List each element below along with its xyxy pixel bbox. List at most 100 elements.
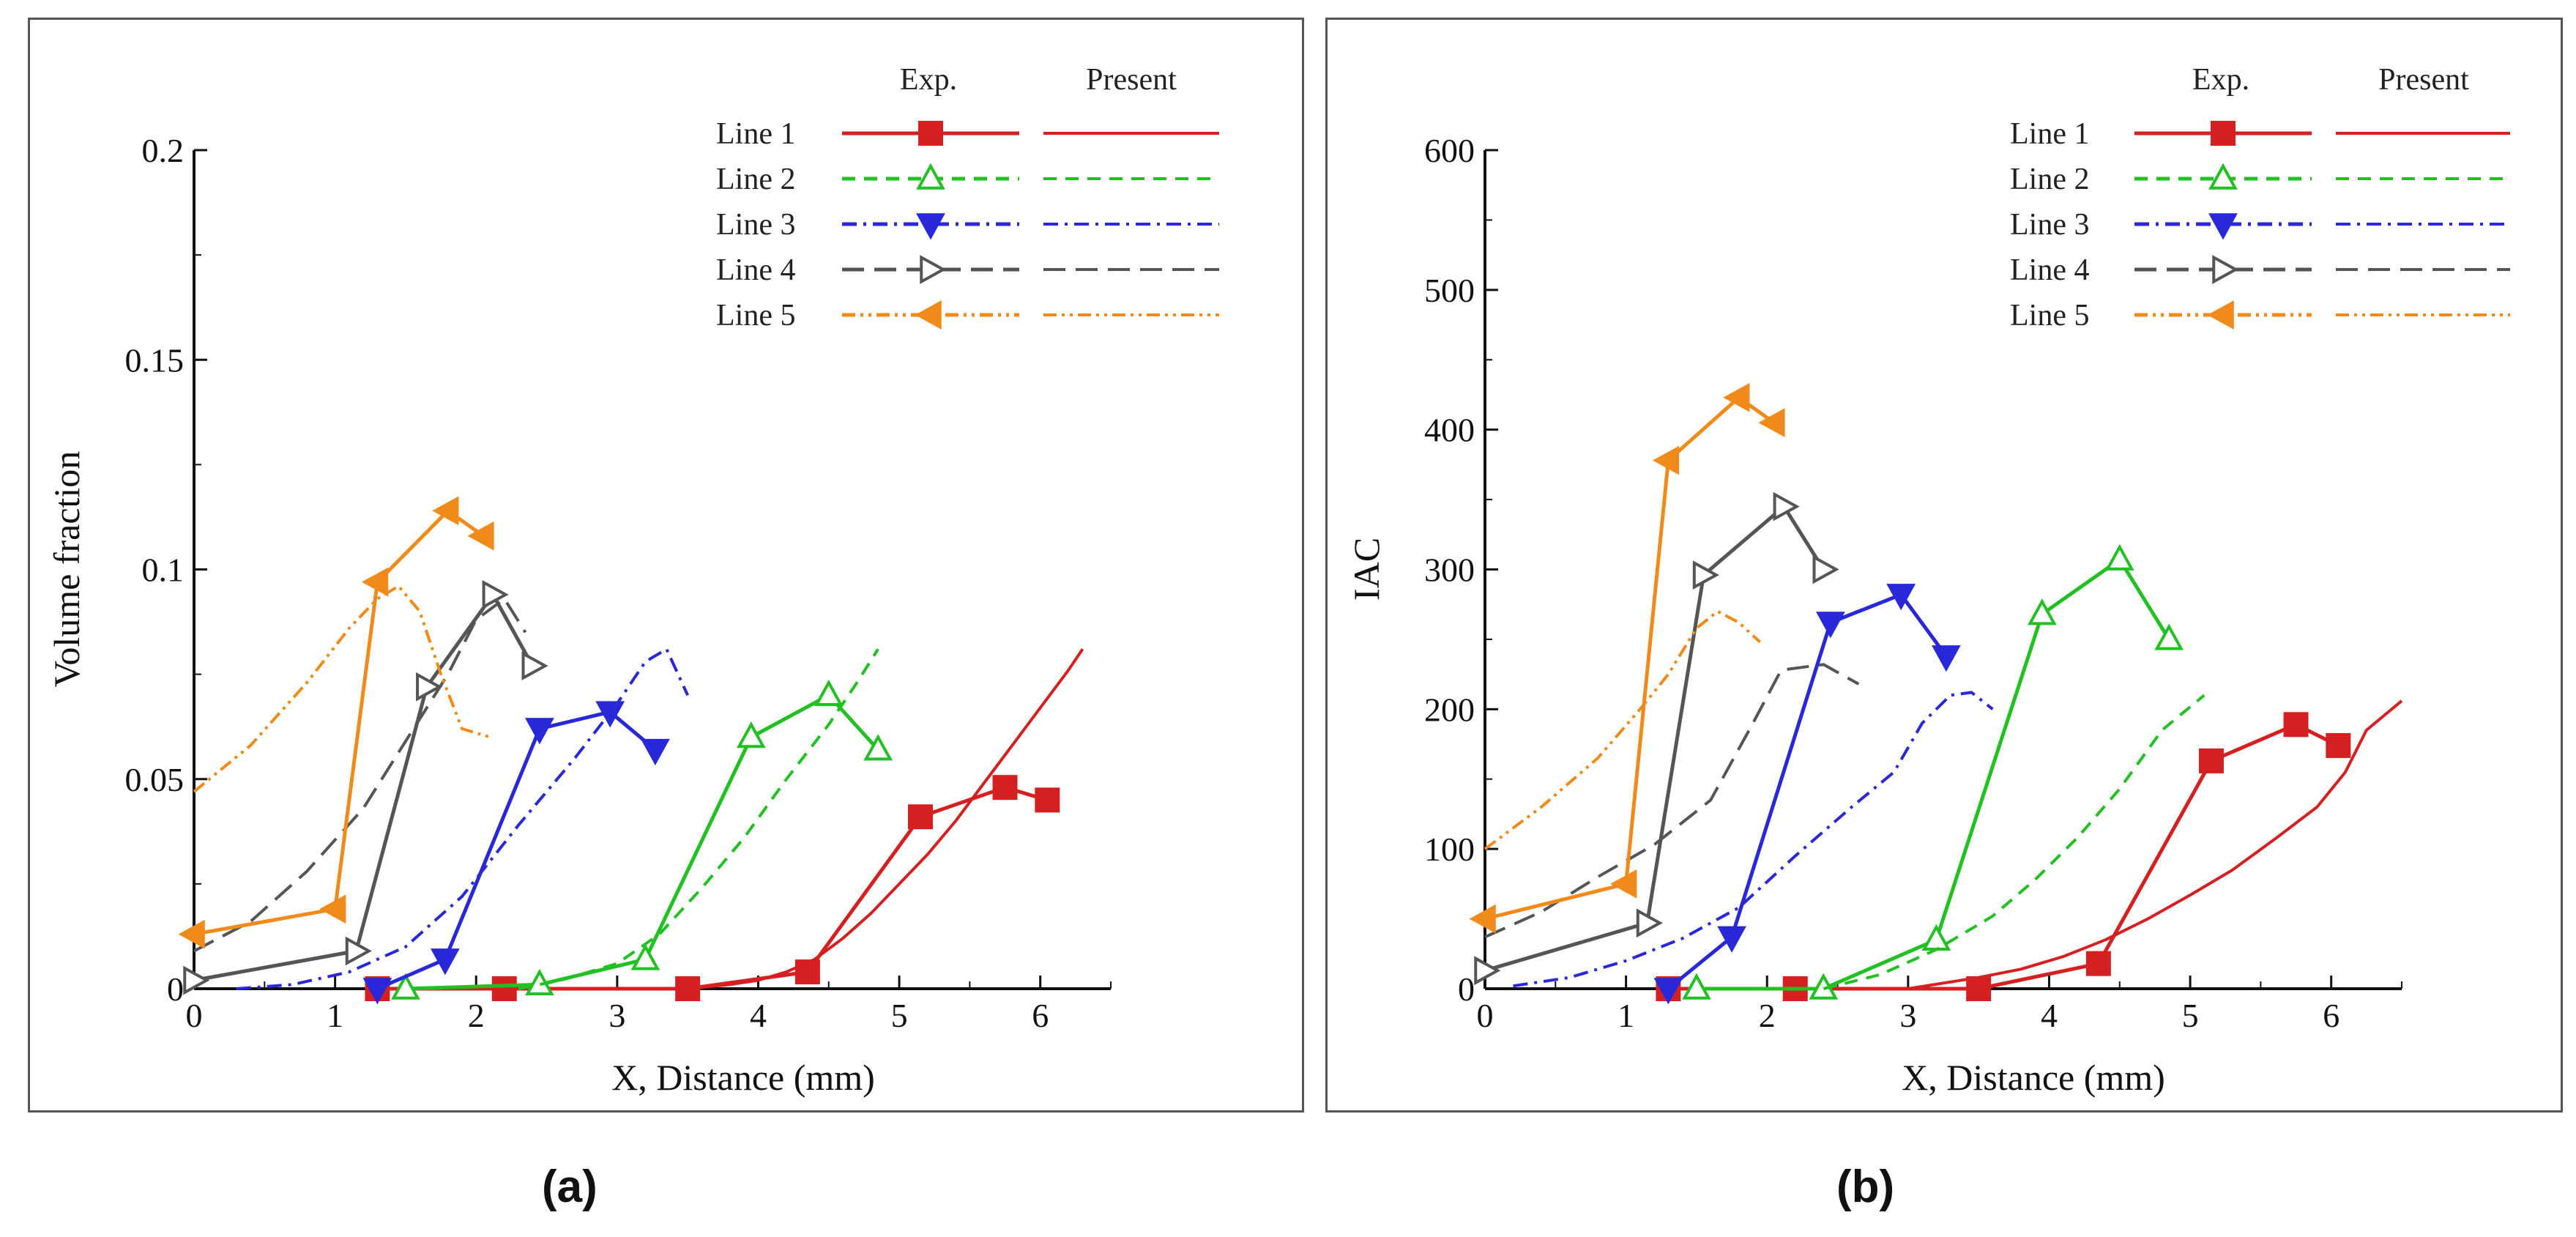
data-point — [1653, 978, 1683, 1005]
series-line — [193, 584, 491, 793]
x-tick-label: 3 — [1899, 997, 1916, 1034]
series-line — [236, 647, 690, 990]
y-tick-label: 600 — [1424, 132, 1475, 169]
legend-entry-label: Line 1 — [2010, 117, 2089, 151]
data-point — [362, 978, 392, 1005]
series-line-3-exp — [362, 701, 670, 1005]
x-tick-label: 6 — [2323, 997, 2339, 1034]
data-point — [1652, 445, 1680, 475]
data-point — [432, 496, 459, 526]
data-point — [1886, 584, 1916, 611]
series-line — [1696, 557, 2171, 991]
data-point — [2104, 543, 2134, 571]
x-tick-label: 4 — [2041, 997, 2058, 1034]
series-line-2-exp — [1682, 543, 2184, 1000]
data-point — [416, 672, 443, 702]
series-line-5-present — [193, 584, 491, 793]
series-line — [1484, 609, 1761, 850]
series-line-1-present — [1907, 699, 2403, 990]
y-tick-label: 300 — [1424, 551, 1475, 589]
data-point — [525, 718, 554, 745]
data-point — [1816, 612, 1845, 639]
data-point — [1692, 560, 1719, 590]
data-point — [1610, 869, 1637, 899]
legend-header-present: Present — [1086, 63, 1177, 97]
x-tick-label: 5 — [2182, 997, 2199, 1034]
legend-entry-label: Line 5 — [716, 299, 795, 333]
series-line — [1667, 593, 1948, 990]
y-tick-label: 0.1 — [142, 551, 185, 589]
data-point — [361, 567, 389, 597]
data-point — [814, 679, 844, 706]
legend-entry-label: Line 1 — [716, 117, 795, 151]
panel-a-frame — [28, 18, 1304, 1112]
series-line-1-exp — [1656, 712, 2351, 1001]
y-axis-title-b: IAC — [1346, 538, 1387, 601]
data-point — [907, 804, 933, 830]
series-line — [518, 648, 879, 990]
y-tick-label: 200 — [1424, 691, 1475, 728]
x-tick-label: 2 — [1759, 997, 1776, 1034]
series-line-3-present — [1513, 691, 1994, 988]
legend-header-exp: Exp. — [2192, 63, 2249, 97]
series-line-2-present — [518, 648, 879, 990]
x-tick-label: 2 — [468, 997, 485, 1034]
data-point — [1469, 904, 1496, 934]
x-axis-title-b: X, Distance (mm) — [1902, 1057, 2165, 1098]
panel-label-b: (b) — [1836, 1162, 1895, 1212]
y-tick-label: 0.2 — [142, 132, 185, 169]
data-point — [630, 943, 660, 970]
series-line — [193, 597, 527, 953]
series-line — [1907, 699, 2403, 990]
legend-entry-label: Line 2 — [2010, 163, 2089, 196]
legend-marker — [915, 300, 942, 330]
data-point — [1921, 924, 1951, 951]
data-point — [1717, 926, 1746, 953]
data-point — [2085, 951, 2111, 976]
data-point — [1931, 645, 1961, 672]
y-tick-label: 400 — [1424, 412, 1475, 449]
data-point — [482, 579, 509, 609]
data-point — [2027, 598, 2057, 625]
series-line-2-present — [1823, 694, 2205, 990]
legend-marker — [916, 213, 945, 240]
series-line — [1513, 691, 1994, 988]
data-point — [992, 775, 1018, 800]
data-point — [1758, 408, 1785, 438]
legend-marker — [2207, 300, 2234, 330]
x-tick-label: 0 — [1477, 997, 1494, 1034]
series-line-4-exp — [183, 579, 548, 995]
data-point — [595, 701, 625, 728]
y-tick-label: 0.15 — [125, 341, 185, 379]
x-tick-label: 5 — [891, 997, 908, 1034]
y-tick-label: 0 — [1458, 970, 1475, 1008]
x-axis-title-a: X, Distance (mm) — [611, 1057, 875, 1098]
data-point — [1723, 382, 1750, 412]
data-point — [640, 738, 670, 766]
data-point — [1474, 956, 1501, 986]
legend-entry-label: Line 4 — [716, 253, 795, 287]
panel-label-a: (a) — [542, 1162, 598, 1212]
x-tick-label: 1 — [1618, 997, 1634, 1034]
legend-entry-label: Line 3 — [716, 208, 795, 242]
data-point — [1773, 491, 1800, 521]
legend-b: Exp. Present Line 1 Line 2 Line 3 Line 4 Line … — [2010, 63, 2510, 333]
legend-marker — [918, 121, 943, 146]
legend-marker — [916, 163, 945, 190]
legend-marker — [2208, 213, 2238, 240]
data-point — [863, 734, 893, 761]
legend-header-present: Present — [2378, 63, 2469, 97]
series-line — [1823, 694, 2205, 990]
data-point — [183, 965, 210, 995]
legend-a: Exp. Present Line 1 Line 2 Line 3 Line 4 Line … — [716, 63, 1219, 333]
data-point — [2198, 748, 2224, 773]
legend-marker — [2208, 163, 2238, 190]
legend-entry-label: Line 3 — [2010, 208, 2089, 242]
series-line — [688, 648, 1084, 990]
series-line-4-present — [193, 597, 527, 953]
data-point — [319, 894, 346, 924]
data-point — [1636, 908, 1663, 938]
data-point — [178, 919, 205, 949]
